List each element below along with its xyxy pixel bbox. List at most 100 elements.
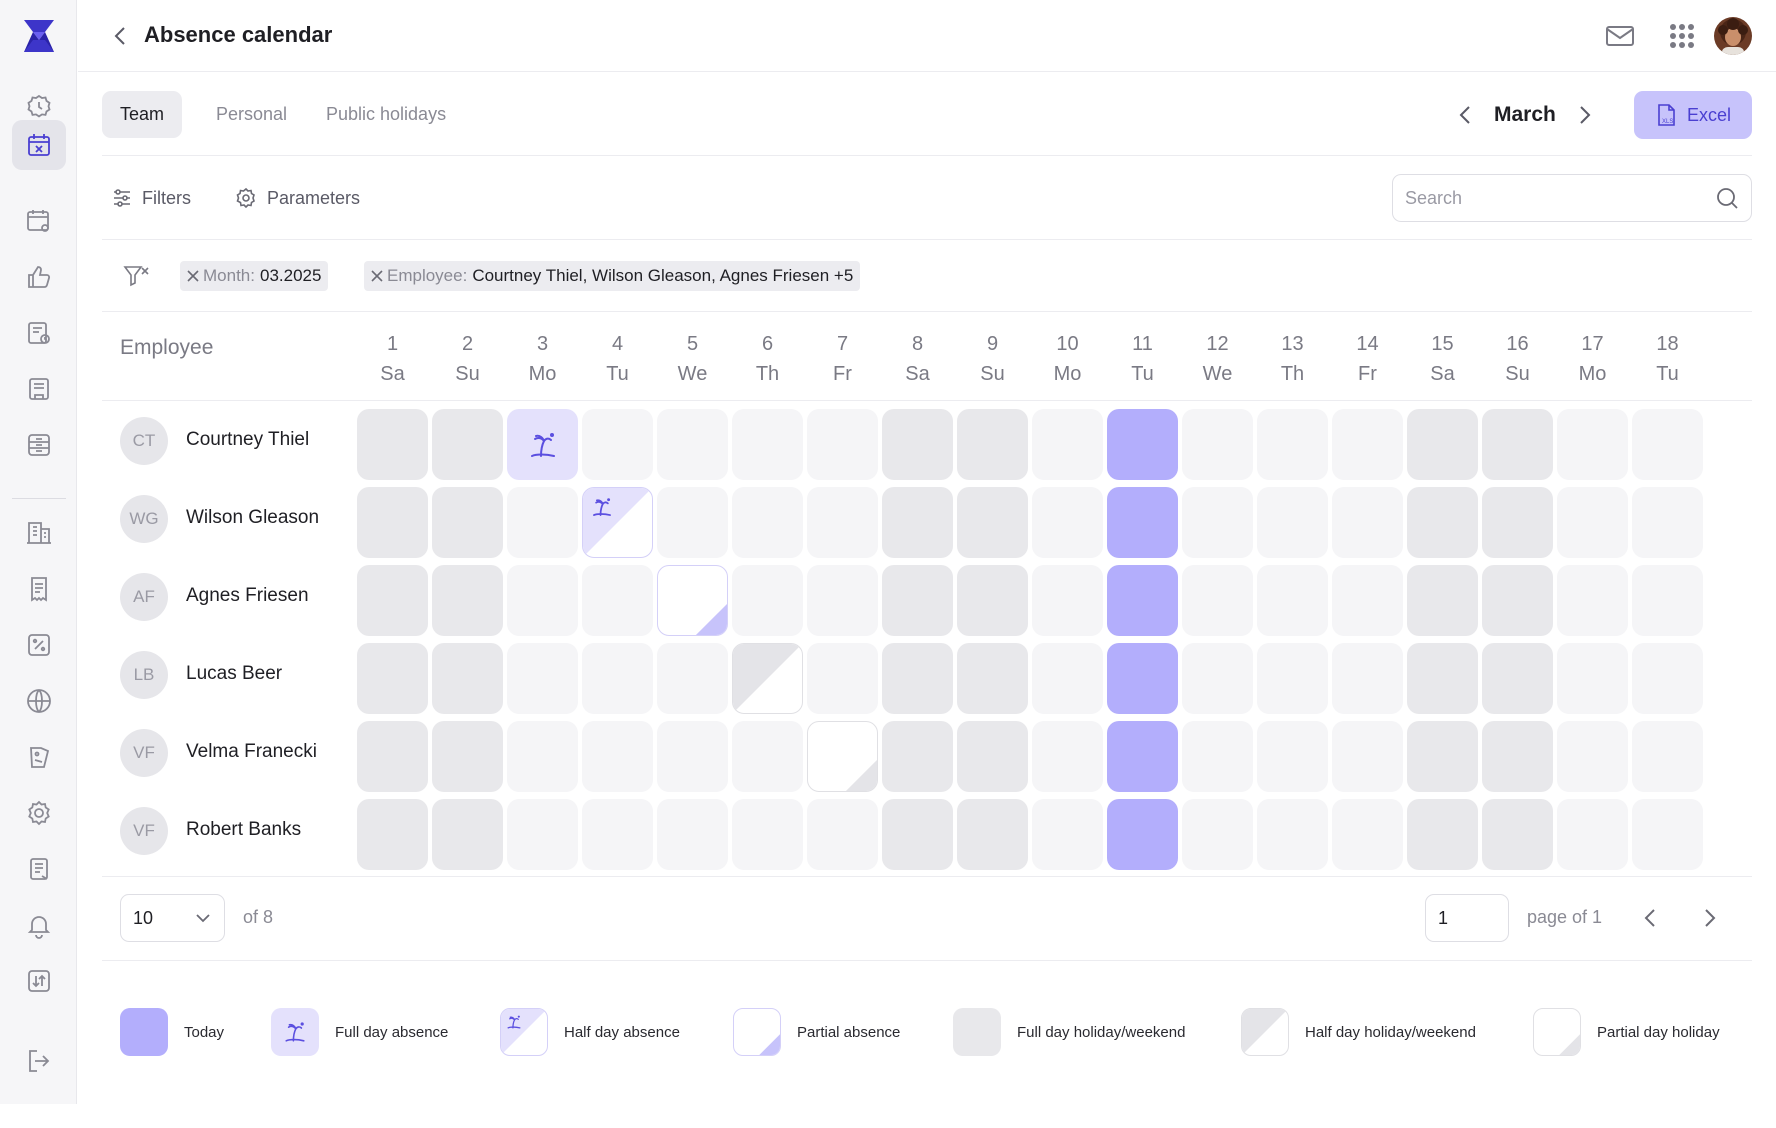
day-cell-workday[interactable]: [1257, 799, 1328, 870]
day-cell-workday[interactable]: [1257, 487, 1328, 558]
day-cell-weekend[interactable]: [432, 487, 503, 558]
day-cell-weekend[interactable]: [432, 799, 503, 870]
day-cell-weekend[interactable]: [957, 721, 1028, 792]
day-cell-today[interactable]: [1107, 487, 1178, 558]
employee-name[interactable]: Robert Banks: [186, 819, 302, 840]
day-cell-weekend[interactable]: [1407, 721, 1478, 792]
employee-name[interactable]: Courtney Thiel: [186, 429, 310, 450]
prev-page-button[interactable]: [1634, 902, 1666, 934]
day-cell-workday[interactable]: [657, 487, 728, 558]
day-cell-half-absence[interactable]: [582, 487, 653, 558]
back-button[interactable]: [108, 22, 132, 50]
sidebar-item-regions[interactable]: [12, 676, 66, 726]
employee-name[interactable]: Lucas Beer: [186, 663, 283, 684]
day-cell-workday[interactable]: [582, 409, 653, 480]
day-cell-workday[interactable]: [1257, 721, 1328, 792]
day-cell-weekend[interactable]: [957, 643, 1028, 714]
day-cell-workday[interactable]: [1182, 487, 1253, 558]
sidebar-item-integrations[interactable]: [12, 956, 66, 1006]
day-cell-workday[interactable]: [1182, 565, 1253, 636]
day-cell-weekend[interactable]: [957, 487, 1028, 558]
day-cell-today[interactable]: [1107, 643, 1178, 714]
day-cell-weekend[interactable]: [357, 487, 428, 558]
day-cell-workday[interactable]: [1332, 409, 1403, 480]
sidebar-item-notifications[interactable]: [12, 900, 66, 950]
day-cell-workday[interactable]: [582, 565, 653, 636]
day-cell-workday[interactable]: [1332, 565, 1403, 636]
day-cell-workday[interactable]: [732, 565, 803, 636]
remove-chip-button[interactable]: [187, 270, 199, 282]
prev-month-button[interactable]: [1450, 100, 1480, 130]
day-cell-workday[interactable]: [1332, 799, 1403, 870]
day-cell-workday[interactable]: [507, 565, 578, 636]
day-cell-workday[interactable]: [807, 565, 878, 636]
day-cell-weekend[interactable]: [882, 643, 953, 714]
day-cell-workday[interactable]: [732, 409, 803, 480]
day-cell-workday[interactable]: [1032, 409, 1103, 480]
day-cell-weekend[interactable]: [957, 565, 1028, 636]
day-cell-weekend[interactable]: [357, 409, 428, 480]
day-cell-workday[interactable]: [507, 721, 578, 792]
sidebar-item-logout[interactable]: [12, 1036, 66, 1086]
day-cell-workday[interactable]: [1557, 643, 1628, 714]
remove-chip-button[interactable]: [371, 270, 383, 282]
day-cell-workday[interactable]: [1032, 799, 1103, 870]
clear-filters-button[interactable]: [122, 262, 150, 290]
day-cell-workday[interactable]: [1557, 409, 1628, 480]
day-cell-workday[interactable]: [1557, 565, 1628, 636]
app-logo[interactable]: [22, 18, 56, 54]
sidebar-item-taxes[interactable]: [12, 620, 66, 670]
sidebar-item-reports[interactable]: [12, 308, 66, 358]
day-cell-workday[interactable]: [657, 643, 728, 714]
sidebar-item-documents[interactable]: [12, 364, 66, 414]
day-cell-workday[interactable]: [1632, 487, 1703, 558]
day-cell-workday[interactable]: [1557, 721, 1628, 792]
day-cell-weekend[interactable]: [882, 799, 953, 870]
day-cell-half-holiday[interactable]: [732, 643, 803, 714]
day-cell-weekend[interactable]: [1407, 643, 1478, 714]
employee-name[interactable]: Velma Franecki: [186, 741, 317, 762]
day-cell-workday[interactable]: [1632, 721, 1703, 792]
day-cell-workday[interactable]: [732, 487, 803, 558]
day-cell-weekend[interactable]: [882, 409, 953, 480]
day-cell-workday[interactable]: [582, 643, 653, 714]
day-cell-workday[interactable]: [1032, 721, 1103, 792]
export-excel-button[interactable]: XLS Excel: [1634, 91, 1752, 139]
day-cell-today[interactable]: [1107, 409, 1178, 480]
day-cell-workday[interactable]: [1632, 799, 1703, 870]
day-cell-workday[interactable]: [657, 409, 728, 480]
day-cell-weekend[interactable]: [432, 409, 503, 480]
day-cell-workday[interactable]: [657, 799, 728, 870]
day-cell-workday[interactable]: [807, 799, 878, 870]
employee-name[interactable]: Wilson Gleason: [186, 507, 320, 528]
day-cell-workday[interactable]: [1182, 799, 1253, 870]
filters-button[interactable]: Filters: [112, 180, 191, 216]
day-cell-workday[interactable]: [1257, 409, 1328, 480]
day-cell-today[interactable]: [1107, 565, 1178, 636]
day-cell-weekend[interactable]: [1407, 799, 1478, 870]
day-cell-weekend[interactable]: [432, 565, 503, 636]
day-cell-workday[interactable]: [507, 799, 578, 870]
day-cell-workday[interactable]: [1257, 643, 1328, 714]
next-page-button[interactable]: [1694, 902, 1726, 934]
day-cell-partial-absence[interactable]: [657, 565, 728, 636]
day-cell-workday[interactable]: [582, 799, 653, 870]
day-cell-weekend[interactable]: [882, 565, 953, 636]
user-avatar[interactable]: [1714, 17, 1752, 55]
day-cell-workday[interactable]: [1632, 565, 1703, 636]
day-cell-workday[interactable]: [507, 643, 578, 714]
parameters-button[interactable]: Parameters: [235, 180, 360, 216]
day-cell-weekend[interactable]: [957, 799, 1028, 870]
employee-name[interactable]: Agnes Friesen: [186, 585, 309, 606]
day-cell-workday[interactable]: [1632, 643, 1703, 714]
day-cell-workday[interactable]: [1332, 643, 1403, 714]
day-cell-workday[interactable]: [1632, 409, 1703, 480]
sidebar-item-absence-calendar[interactable]: [12, 120, 66, 170]
sidebar-item-tags[interactable]: [12, 732, 66, 782]
sidebar-item-settings[interactable]: [12, 788, 66, 838]
day-cell-weekend[interactable]: [1482, 721, 1553, 792]
day-cell-workday[interactable]: [1557, 487, 1628, 558]
tab-personal[interactable]: Personal: [216, 104, 288, 124]
day-cell-workday[interactable]: [807, 487, 878, 558]
sidebar-item-time-tracking[interactable]: [12, 82, 66, 132]
